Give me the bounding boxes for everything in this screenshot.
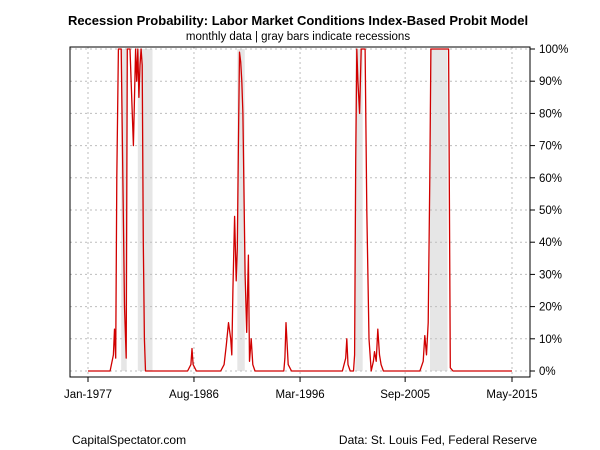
y-tick-label-3: 30%: [539, 269, 562, 281]
y-tick-label-10: 100%: [539, 44, 568, 56]
series-line-0: [88, 48, 512, 372]
chart-subtitle: monthly data | gray bars indicate recess…: [186, 31, 410, 43]
recession-bar-4: [430, 49, 448, 371]
chart-title: Recession Probability: Labor Market Cond…: [68, 13, 528, 28]
y-tick-label-5: 50%: [539, 205, 562, 217]
y-tick-label-4: 40%: [539, 237, 562, 249]
y-tick-label-9: 90%: [539, 76, 562, 88]
y-axis: 0% 10% 20% 30% 40% 50% 60% 70% 80% 90% 100%: [530, 44, 568, 378]
y-tick-label-2: 20%: [539, 302, 562, 314]
x-tick-label-4: May-2015: [486, 389, 537, 401]
x-tick-label-1: Aug-1986: [169, 389, 219, 401]
recession-bar-3: [355, 49, 363, 371]
x-tick-label-0: Jan-1977: [64, 389, 112, 401]
recession-bar-0: [121, 49, 127, 371]
series-layer: [88, 48, 512, 372]
y-tick-label-1: 10%: [539, 334, 562, 346]
x-tick-label-3: Sep-2005: [380, 389, 430, 401]
y-tick-label-0: 0%: [539, 366, 556, 378]
x-tick-label-2: Mar-1996: [275, 389, 324, 401]
y-tick-label-7: 70%: [539, 141, 562, 153]
y-tick-label-8: 80%: [539, 108, 562, 120]
y-tick-label-6: 60%: [539, 173, 562, 185]
x-axis: Jan-1977 Aug-1986 Mar-1996 Sep-2005 May-2015: [64, 376, 538, 401]
footer-source-right: Data: St. Louis Fed, Federal Reserve: [339, 433, 537, 447]
footer-source-left: CapitalSpectator.com: [72, 433, 186, 447]
